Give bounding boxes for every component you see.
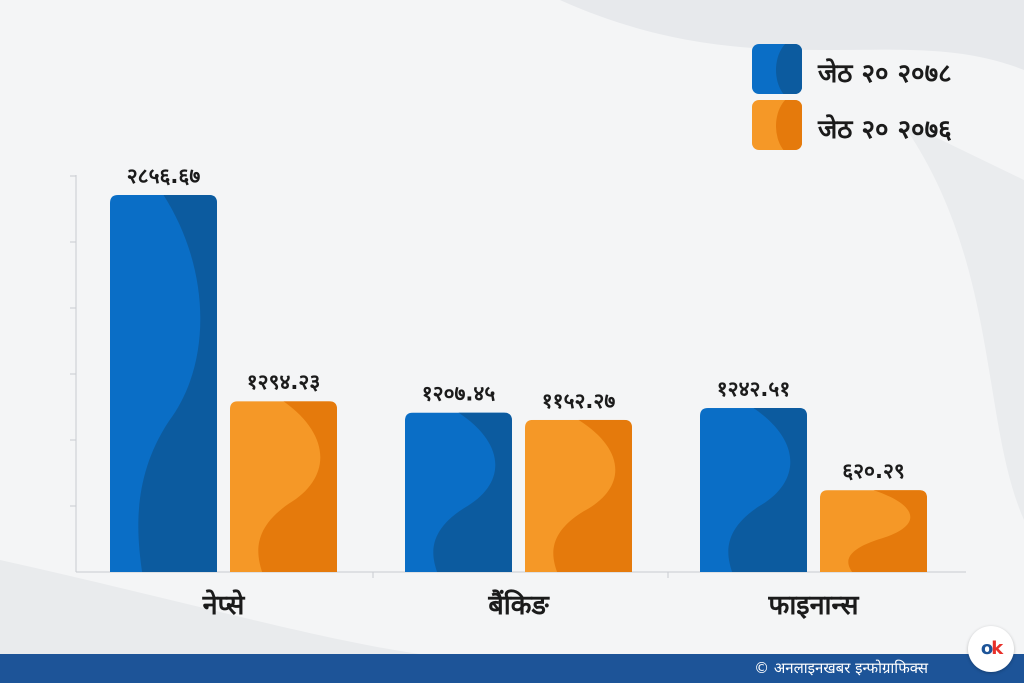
bar-value-label: १२९४.२३ [247, 370, 321, 394]
bar-shade [728, 408, 807, 572]
legend-label-2076: जेठ २० २०७६ [818, 115, 952, 145]
bar-shade [848, 490, 927, 572]
onlinekhabar-logo: ok [968, 626, 1014, 672]
bar-1-2 [820, 490, 927, 572]
bar-0-1 [405, 412, 512, 572]
legend-swatch-2076 [752, 100, 802, 150]
legend-label-2078: जेठ २० २०७८ [818, 59, 952, 89]
bar-shade [258, 401, 337, 572]
category-label: बैंकिङ [487, 589, 550, 621]
category-label: फाइनान्स [768, 590, 861, 621]
legend-swatch-2078 [752, 44, 802, 94]
bar-value-label: २८५६.६७ [127, 164, 201, 188]
chart-axes [70, 175, 966, 578]
bar-0-2 [700, 408, 807, 572]
bar-1-0 [230, 401, 337, 572]
bar-value-label: ६२०.२९ [842, 459, 905, 483]
category-label: नेप्से [202, 589, 246, 621]
chart-category-labels: नेप्से बैंकिङ फाइनान्स [202, 589, 861, 621]
chart-bars [110, 195, 927, 572]
bar-value-label: १२४२.५१ [717, 377, 791, 401]
bar-shade [553, 419, 632, 572]
bar-shade [433, 412, 512, 572]
bar-1-1 [525, 419, 632, 572]
bar-value-label: ११५२.२७ [542, 389, 616, 413]
bar-0-0 [110, 195, 217, 572]
logo-mark: ok [980, 638, 1003, 659]
chart-value-labels: २८५६.६७ १२९४.२३ १२०७.४५ ११५२.२७ १२४२.५१ ६२०.२… [127, 164, 905, 483]
bar-value-label: १२०७.४५ [422, 382, 496, 406]
bar-shade [138, 195, 217, 572]
credit-text: © अनलाइनखबर इन्फोग्राफिक्स [754, 659, 928, 677]
footer-bar: © अनलाइनखबर इन्फोग्राफिक्स [0, 654, 1024, 683]
